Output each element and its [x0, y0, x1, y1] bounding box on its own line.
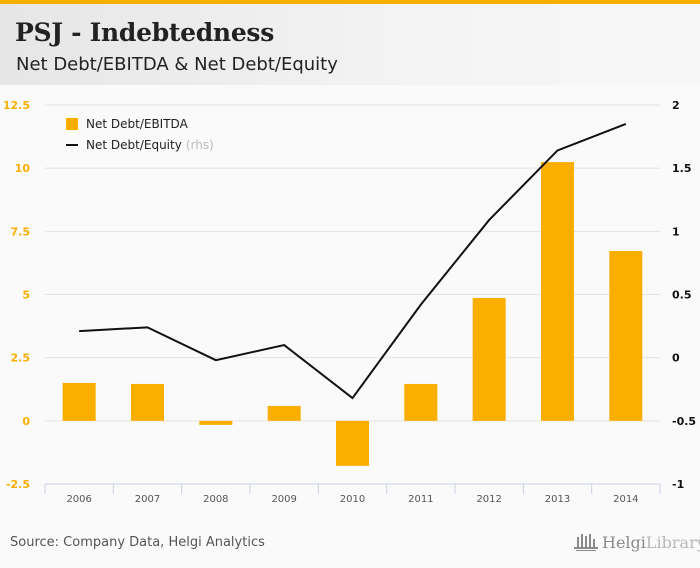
left-axis-tick-label: 12.5 — [3, 99, 30, 112]
x-axis-tick-label: 2011 — [408, 494, 433, 505]
library-building-icon — [574, 534, 598, 551]
bar-net-debt-ebitda — [199, 420, 233, 425]
x-axis-tick-label: 2009 — [271, 494, 296, 505]
top-accent-bar — [0, 0, 700, 4]
legend-bar-label: Net Debt/EBITDA — [86, 116, 188, 131]
legend-item-line[interactable]: Net Debt/Equity (rhs) — [66, 134, 214, 155]
chart-area: 2006 2007 2008 2009 2010 2011 2012 2013 2014 12.… — [3, 99, 696, 505]
right-axis-tick-label: 2 — [672, 99, 680, 112]
left-axis-tick-label: 10 — [15, 162, 31, 175]
x-axis-tick-label: 2012 — [476, 494, 501, 505]
legend-line-label: Net Debt/Equity — [86, 137, 182, 152]
right-axis-tick-label: 1.5 — [672, 162, 692, 175]
logo-text-helgi: Helgi — [602, 532, 646, 552]
bar-net-debt-ebitda — [267, 405, 301, 421]
chart-subtitle: Net Debt/EBITDA & Net Debt/Equity — [16, 54, 338, 75]
chart-title: PSJ - Indebtedness — [15, 18, 274, 47]
bar-net-debt-ebitda — [472, 298, 506, 421]
left-axis-tick-label: 7.5 — [11, 225, 31, 238]
right-axis-tick-label: 1 — [672, 225, 680, 238]
bar-net-debt-ebitda — [62, 382, 96, 421]
left-axis-tick-label: 2.5 — [11, 352, 31, 365]
right-axis-tick-label: 0.5 — [672, 289, 692, 302]
bar-net-debt-ebitda — [404, 383, 438, 421]
legend-item-bar[interactable]: Net Debt/EBITDA — [66, 113, 214, 134]
bar-swatch-icon — [66, 117, 78, 130]
x-axis-tick-label: 2006 — [66, 494, 91, 505]
chart-legend: Net Debt/EBITDA Net Debt/Equity (rhs) — [66, 113, 214, 155]
logo-text-library: Library. — [645, 532, 700, 552]
chart-header: PSJ - Indebtedness Net Debt/EBITDA & Net… — [0, 4, 700, 85]
x-axis-tick-label: 2007 — [135, 494, 160, 505]
source-note: Source: Company Data, Helgi Analytics — [10, 535, 265, 550]
x-axis-tick-label: 2008 — [203, 494, 228, 505]
legend-rhs-note: (rhs) — [185, 137, 214, 152]
bar-net-debt-ebitda — [609, 251, 643, 421]
bar-net-debt-ebitda — [131, 383, 164, 421]
left-axis-tick-label: -2.5 — [6, 478, 30, 491]
right-axis-tick-label: -0.5 — [672, 415, 696, 428]
line-swatch-icon — [66, 143, 78, 146]
left-axis-tick-label: 5 — [22, 289, 30, 302]
x-axis-tick-label: 2010 — [340, 494, 365, 505]
helgi-library-logo[interactable]: HelgiLibrary. — [573, 531, 700, 553]
bar-net-debt-ebitda — [336, 420, 369, 466]
right-axis-tick-label: -1 — [672, 478, 684, 491]
x-axis-tick-label: 2014 — [613, 494, 638, 505]
right-axis-tick-label: 0 — [672, 352, 680, 365]
x-axis-tick-label: 2013 — [545, 494, 570, 505]
bar-net-debt-ebitda — [541, 162, 574, 421]
left-axis-tick-label: 0 — [22, 415, 30, 428]
